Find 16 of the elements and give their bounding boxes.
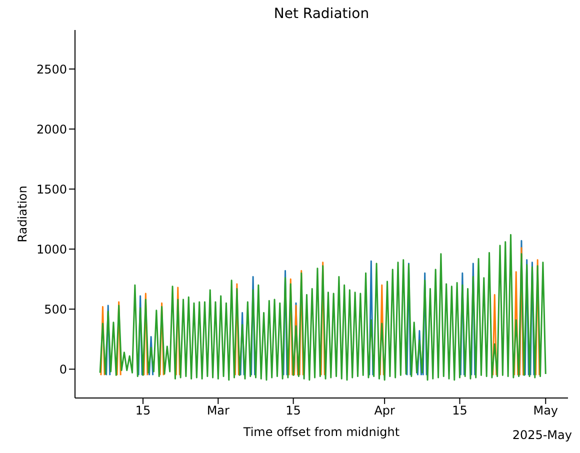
chart-title: Net Radiation <box>272 6 370 22</box>
x-tick-label: 15 <box>286 404 301 418</box>
x-tick-label: May <box>533 404 558 418</box>
x-tick-label: 15 <box>452 404 468 418</box>
y-tick-label: 2500 <box>36 62 67 76</box>
y-tick-label: 500 <box>44 302 67 316</box>
y-tick-label: 1000 <box>36 242 67 256</box>
x-axis-title: Time offset from midnight <box>242 425 400 439</box>
y-axis-title: Radiation <box>15 186 30 242</box>
text: 2025-May <box>512 428 572 442</box>
x-tick-label: Mar <box>206 404 230 418</box>
x-tick-label: Apr <box>374 404 396 418</box>
y-tick-label: 0 <box>59 362 67 376</box>
y-tick-label: 1500 <box>36 182 67 196</box>
y-tick-label: 2000 <box>36 122 67 136</box>
x-tick-label: 15 <box>135 404 151 418</box>
